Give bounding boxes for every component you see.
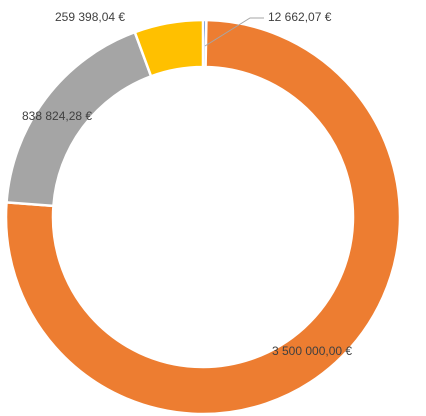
data-label: 838 824,28 € xyxy=(22,109,92,123)
leader-line xyxy=(204,17,264,47)
data-label: 12 662,07 € xyxy=(268,10,332,24)
donut-slice xyxy=(133,18,205,78)
donut-slice xyxy=(4,18,402,416)
data-label: 259 398,04 € xyxy=(55,10,125,24)
data-label: 3 500 000,00 € xyxy=(272,344,352,358)
